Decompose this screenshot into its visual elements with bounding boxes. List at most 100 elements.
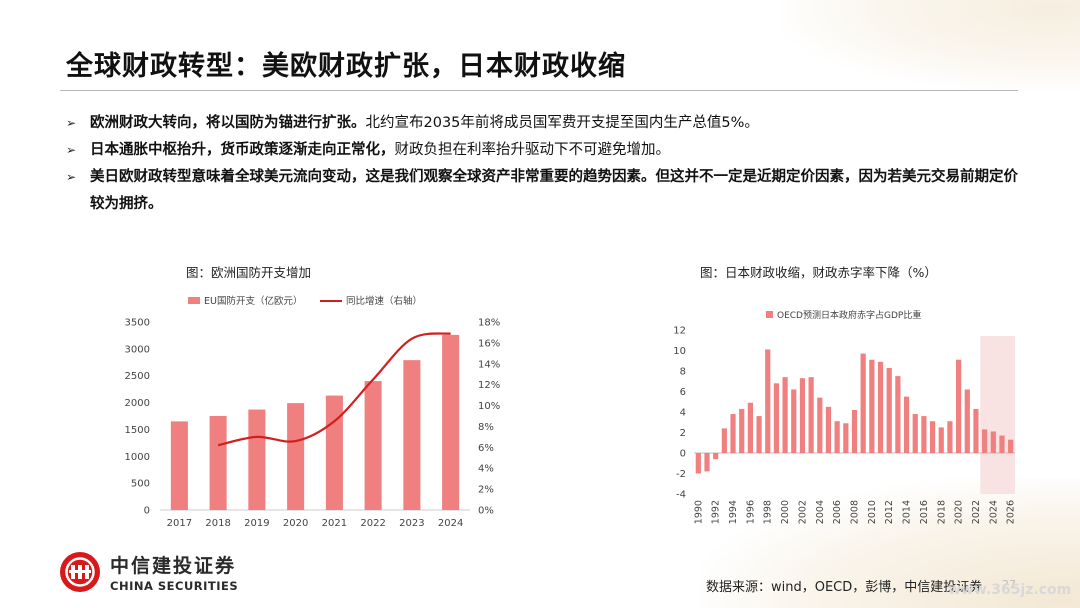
legend-bar-swatch — [188, 297, 200, 304]
bar — [808, 377, 814, 453]
bar — [895, 376, 901, 453]
bar — [403, 360, 421, 510]
y2-axis-tick-label: 4% — [478, 464, 494, 475]
y-axis-tick-label: 0 — [144, 506, 150, 517]
y2-axis-tick-label: 16% — [478, 338, 500, 349]
y-axis-tick-label: 4 — [680, 408, 686, 419]
x-axis-tick-label: 2008 — [850, 500, 861, 524]
y-axis-tick-label: 3500 — [125, 318, 150, 329]
chart-japan-deficit: OECD预测日本政府赤字占GDP比重 -4 -2 0 2 4 6 8 10 12 1990 1992 1… — [673, 309, 1017, 524]
bar — [834, 421, 840, 453]
x-axis-tick-label: 2002 — [797, 500, 808, 524]
bar — [747, 402, 753, 453]
x-axis-tick-label: 1990 — [693, 500, 704, 524]
bullet-text: 财政负担在利率抬升驱动下不可避免增加。 — [394, 142, 671, 158]
bar — [843, 423, 849, 453]
y-axis-tick-label: 2000 — [125, 398, 150, 409]
bar — [765, 349, 771, 453]
bar — [851, 409, 858, 453]
bar — [982, 429, 988, 453]
bullet-item: ➢ 欧洲财政大转向，将以国防为锚进行扩张。北约宣布2035年前将成员国军费开支提… — [66, 110, 1026, 137]
bar — [973, 408, 979, 453]
bar — [695, 453, 701, 474]
x-axis-tick-label: 2024 — [988, 500, 999, 524]
bullet-item: ➢ 日本通胀中枢抬升，货币政策逐渐走向正常化，财政负担在利率抬升驱动下不可避免增… — [66, 137, 1026, 164]
bar — [248, 409, 266, 510]
bar — [791, 389, 797, 453]
bar — [999, 435, 1005, 453]
citic-logo-icon — [60, 552, 100, 592]
x-axis-tick-label: 1998 — [763, 500, 774, 524]
slide-title: 全球财政转型：美欧财政扩张，日本财政收缩 — [66, 51, 626, 82]
bar — [704, 453, 710, 472]
x-axis-tick-label: 2020 — [954, 500, 965, 524]
bar — [817, 397, 823, 453]
bar — [947, 421, 953, 453]
x-axis-tick-label: 2022 — [971, 500, 982, 524]
bullet-item: ➢ 美日欧财政转型意味着全球美元流向变动，这是我们观察全球资产非常重要的趋势因素… — [66, 164, 1026, 218]
y2-axis-tick-label: 10% — [478, 401, 500, 412]
bar — [956, 359, 962, 453]
data-source-note: 数据来源：wind，OECD，彭博，中信建投证券 — [706, 580, 983, 595]
bar — [739, 408, 745, 453]
bar — [921, 416, 927, 453]
growth-line — [217, 332, 451, 447]
bar — [799, 378, 806, 453]
y2-axis-tick-label: 2% — [478, 485, 494, 496]
x-axis-tick-label: 2024 — [438, 518, 463, 529]
x-axis-tick-label: 2026 — [1006, 500, 1017, 524]
bar — [287, 403, 305, 510]
chart-eu-defense: EU国防开支（亿欧元） 同比增速（右轴） 0 500 1000 1500 2000 2500 3… — [125, 295, 501, 529]
logo-chinese-name: 中信建投证券 — [110, 555, 237, 577]
y-axis-tick-label: -4 — [676, 490, 686, 501]
bar — [903, 396, 910, 453]
bar — [713, 453, 719, 460]
legend-bar-swatch — [766, 311, 773, 318]
y-axis-tick-label: -2 — [676, 469, 686, 480]
bar — [209, 416, 227, 510]
y2-axis-tick-label: 8% — [478, 422, 494, 433]
legend-bar-label: EU国防开支（亿欧元） — [204, 295, 302, 307]
y-axis-tick-label: 2 — [680, 428, 686, 439]
bullet-bold-text: 欧洲财政大转向，将以国防为锚进行扩张。 — [90, 115, 366, 131]
y2-axis-tick-label: 14% — [478, 359, 500, 370]
bar — [773, 383, 780, 453]
bullet-arrow-icon: ➢ — [66, 170, 77, 184]
company-logo: 中信建投证券 CHINA SECURITIES — [58, 550, 238, 594]
x-axis-tick-label: 1992 — [711, 500, 722, 524]
bar — [869, 359, 875, 453]
y2-axis-tick-label: 12% — [478, 380, 500, 391]
bar — [964, 389, 970, 453]
y2-axis-tick-label: 6% — [478, 443, 494, 454]
bullet-bold-text: 日本通胀中枢抬升，货币政策逐渐走向正常化， — [90, 142, 395, 158]
x-axis-tick-label: 2017 — [167, 518, 192, 529]
x-axis-tick-label: 2023 — [399, 518, 424, 529]
y-axis-tick-label: 12 — [673, 326, 686, 337]
bar — [442, 334, 460, 510]
bullet-arrow-icon: ➢ — [66, 116, 77, 130]
y-axis-tick-label: 500 — [131, 479, 150, 490]
y-axis-tick-label: 2500 — [125, 371, 150, 382]
x-axis-tick-label: 2019 — [244, 518, 269, 529]
legend-bar-label: OECD预测日本政府赤字占GDP比重 — [777, 309, 921, 321]
bar — [877, 361, 884, 453]
x-axis-tick-label: 2004 — [815, 500, 826, 524]
chart2-title: 图：日本财政收缩，财政赤字率下降（%） — [700, 265, 937, 280]
bar — [990, 431, 996, 453]
legend-line-label: 同比增速（右轴） — [346, 295, 422, 307]
corner-decoration-bottom — [700, 478, 1080, 608]
watermark: www.365jz.com — [948, 582, 1072, 598]
forecast-highlight-band — [980, 336, 1015, 494]
x-axis-tick-label: 2018 — [936, 500, 947, 524]
bar — [1008, 439, 1014, 453]
bar — [782, 377, 788, 453]
bar — [912, 414, 918, 453]
x-axis-tick-label: 2014 — [902, 500, 913, 524]
bar — [886, 367, 892, 453]
bar — [721, 428, 727, 453]
x-axis-tick-label: 2022 — [360, 518, 385, 529]
bullet-list: ➢ 欧洲财政大转向，将以国防为锚进行扩张。北约宣布2035年前将成员国军费开支提… — [66, 110, 1026, 218]
x-axis-tick-label: 2018 — [205, 518, 230, 529]
x-axis-tick-label: 2006 — [832, 500, 843, 524]
page-number: 27 — [1002, 578, 1016, 591]
